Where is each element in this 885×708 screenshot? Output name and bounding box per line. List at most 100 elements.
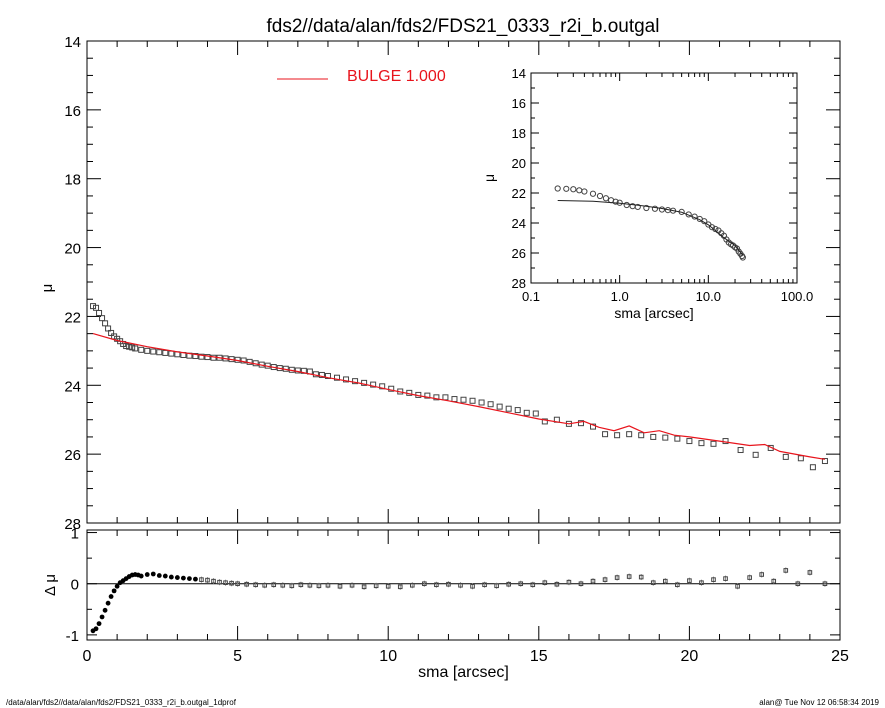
residual-point (434, 582, 439, 588)
y-tick-label: 22 (64, 309, 81, 326)
inset-y-tick-label: 28 (512, 276, 526, 291)
residual-point (108, 594, 114, 599)
residual-point (759, 572, 764, 577)
residual-point (795, 581, 801, 587)
data-point (451, 396, 458, 403)
data-point (602, 431, 609, 438)
data-point (523, 409, 530, 416)
residual-point (217, 579, 222, 585)
data-point (478, 399, 485, 406)
residual-point (298, 582, 304, 588)
data-point (638, 432, 645, 439)
data-point (577, 420, 584, 427)
data-point (129, 344, 136, 351)
inset-x-tick-label: 0.1 (522, 289, 540, 304)
data-point (590, 423, 597, 430)
data-point (144, 347, 151, 354)
residual-point (807, 570, 813, 575)
data-point (99, 315, 106, 322)
data-point (156, 349, 163, 356)
data-point (102, 320, 109, 327)
inset-data-point (596, 192, 604, 200)
resid-y-tick-label: 1 (71, 526, 79, 543)
residual-point (114, 583, 120, 589)
data-point (93, 304, 100, 311)
residual-point (482, 582, 487, 588)
data-point (442, 394, 449, 401)
inset-data-point (581, 188, 588, 195)
residual-point (307, 582, 313, 588)
residual-point (289, 583, 295, 589)
inset-data-point (602, 195, 610, 202)
inset-model-line (557, 200, 744, 256)
residual-point (316, 583, 322, 589)
y-tick-label: 16 (64, 103, 81, 120)
inset-data-point (589, 190, 597, 197)
y-tick-label: 14 (64, 34, 81, 51)
residual-point (542, 580, 548, 585)
residual-point (93, 626, 99, 632)
residual-point (711, 577, 716, 582)
x-tick-label: 10 (379, 648, 397, 665)
x-tick-label: 5 (233, 648, 242, 665)
data-point (626, 431, 633, 438)
data-point (105, 325, 112, 332)
residual-point (409, 582, 415, 588)
data-point (150, 348, 157, 355)
residual-point (337, 583, 343, 589)
data-point (686, 438, 693, 445)
data-point (532, 410, 539, 417)
inset-y-tick-label: 24 (512, 216, 526, 231)
data-point (361, 379, 368, 386)
residual-point (699, 580, 704, 585)
residual-point (187, 576, 192, 582)
residual-point (156, 573, 162, 578)
data-point (318, 371, 325, 378)
residual-point (723, 576, 728, 581)
plot-frame (86, 529, 841, 641)
residual-point (229, 580, 234, 586)
data-point (192, 353, 199, 360)
residual-point (138, 573, 144, 579)
inset-y-axis-label: μ (481, 174, 497, 182)
residual-point (458, 582, 463, 588)
data-point (162, 349, 169, 356)
data-point (379, 383, 386, 390)
data-point (433, 394, 440, 401)
x-tick-label: 15 (530, 648, 548, 665)
residual-point (174, 575, 180, 580)
x-tick-label: 25 (831, 648, 849, 665)
residual-point (554, 581, 560, 587)
residual-point (650, 580, 656, 585)
residual-point (271, 582, 277, 588)
inset-y-tick-label: 22 (512, 186, 526, 201)
data-point (138, 346, 145, 353)
y-tick-label: 20 (64, 241, 81, 258)
data-point (782, 453, 789, 460)
residual-point (566, 579, 572, 585)
residual-point (470, 583, 475, 589)
data-point (614, 432, 621, 439)
data-point (352, 378, 359, 385)
residual-point (530, 582, 536, 588)
data-point (698, 440, 705, 447)
data-point (126, 343, 133, 350)
residual-point (675, 582, 680, 588)
bulge-model-line (92, 333, 825, 460)
residual-point (253, 582, 258, 588)
residual-point (735, 583, 740, 589)
residual-point (349, 582, 355, 588)
inset-background (531, 73, 797, 283)
data-point (168, 350, 175, 357)
inset-data-point (554, 185, 561, 192)
data-point (821, 458, 828, 465)
residual-point (205, 577, 210, 583)
data-point (204, 354, 211, 361)
data-point (496, 403, 503, 410)
residual-point (211, 578, 216, 584)
residual-point (96, 621, 102, 627)
inset-data-point (658, 206, 666, 213)
residual-point (626, 574, 632, 579)
data-point (90, 303, 97, 310)
residual-point (361, 584, 367, 590)
